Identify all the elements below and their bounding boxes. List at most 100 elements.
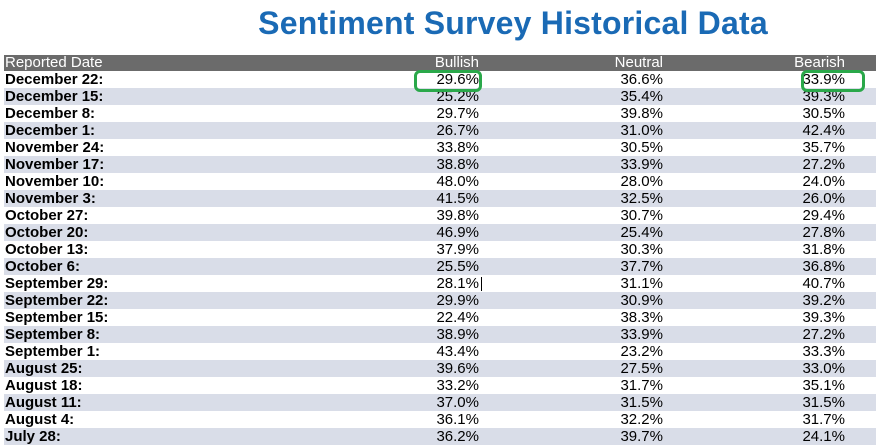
bearish-cell: 42.4% — [802, 122, 845, 139]
bearish-cell: 39.2% — [802, 292, 845, 309]
table-row: August 11: 37.0% 31.5% 31.5% — [4, 394, 876, 411]
neutral-cell: 31.0% — [620, 122, 663, 139]
neutral-cell: 31.1% — [620, 275, 663, 292]
bullish-cell: 22.4% — [436, 309, 479, 326]
table-row: October 13: 37.9% 30.3% 31.8% — [4, 241, 876, 258]
bullish-cell: 37.0% — [436, 394, 479, 411]
date-cell: October 27: — [5, 207, 89, 224]
neutral-cell: 27.5% — [620, 360, 663, 377]
date-cell: December 1: — [5, 122, 96, 139]
bearish-cell: 30.5% — [802, 105, 845, 122]
neutral-cell: 37.7% — [620, 258, 663, 275]
neutral-cell: 39.8% — [620, 105, 663, 122]
bearish-cell: 27.2% — [802, 326, 845, 343]
table-row: November 17: 38.8% 33.9% 27.2% — [4, 156, 876, 173]
date-cell: September 22: — [5, 292, 109, 309]
neutral-cell: 33.9% — [620, 156, 663, 173]
bullish-cell: 29.7% — [436, 105, 479, 122]
bearish-cell: 35.1% — [802, 377, 845, 394]
date-cell: September 1: — [5, 343, 101, 360]
bullish-cell: 41.5% — [436, 190, 479, 207]
neutral-cell: 31.5% — [620, 394, 663, 411]
table-row: July 28: 36.2% 39.7% 24.1% — [4, 428, 876, 445]
table-row: August 4: 36.1% 32.2% 31.7% — [4, 411, 876, 428]
table-row: December 15: 25.2% 35.4% 39.3% — [4, 88, 876, 105]
date-cell: October 13: — [5, 241, 89, 258]
bullish-cell: 29.9% — [436, 292, 479, 309]
table-row: October 20: 46.9% 25.4% 27.8% — [4, 224, 876, 241]
table-row: December 8: 29.7% 39.8% 30.5% — [4, 105, 876, 122]
date-cell: September 8: — [5, 326, 101, 343]
table-row: August 18: 33.2% 31.7% 35.1% — [4, 377, 876, 394]
bullish-cell: 39.8% — [436, 207, 479, 224]
bullish-cell: 33.8% — [436, 139, 479, 156]
table-row: November 3: 41.5% 32.5% 26.0% — [4, 190, 876, 207]
bullish-cell: 28.1% — [436, 275, 479, 292]
bullish-cell: 37.9% — [436, 241, 479, 258]
bullish-cell: 38.8% — [436, 156, 479, 173]
bearish-cell: 39.3% — [802, 88, 845, 105]
neutral-cell: 28.0% — [620, 173, 663, 190]
bearish-cell: 33.9% — [802, 71, 845, 88]
date-cell: December 15: — [5, 88, 104, 105]
neutral-cell: 32.2% — [620, 411, 663, 428]
bearish-cell: 33.3% — [802, 343, 845, 360]
table-body: December 22: 29.6% 36.6% 33.9% December 15: 2… — [4, 71, 876, 445]
header-bearish: Bearish — [794, 55, 845, 71]
page-title: Sentiment Survey Historical Data — [258, 5, 768, 41]
bullish-cell: 39.6% — [436, 360, 479, 377]
bullish-cell: 36.2% — [436, 428, 479, 445]
bullish-cell: 25.5% — [436, 258, 479, 275]
neutral-cell: 30.3% — [620, 241, 663, 258]
neutral-cell: 30.7% — [620, 207, 663, 224]
bearish-cell: 24.1% — [802, 428, 845, 445]
neutral-cell: 23.2% — [620, 343, 663, 360]
bullish-cell: 36.1% — [436, 411, 479, 428]
header-bullish: Bullish — [434, 55, 479, 71]
date-cell: August 4: — [5, 411, 75, 428]
bullish-cell: 48.0% — [436, 173, 479, 190]
bullish-cell: 33.2% — [436, 377, 479, 394]
table-row: October 6: 25.5% 37.7% 36.8% — [4, 258, 876, 275]
table-row: December 22: 29.6% 36.6% 33.9% — [4, 71, 876, 88]
table-row: September 15: 22.4% 38.3% 39.3% — [4, 309, 876, 326]
table-row: November 10: 48.0% 28.0% 24.0% — [4, 173, 876, 190]
table-row: November 24: 33.8% 30.5% 35.7% — [4, 139, 876, 156]
neutral-cell: 30.5% — [620, 139, 663, 156]
date-cell: September 29: — [5, 275, 109, 292]
date-cell: November 10: — [5, 173, 105, 190]
header-neutral: Neutral — [614, 55, 663, 71]
bearish-cell: 31.7% — [802, 411, 845, 428]
bearish-cell: 36.8% — [802, 258, 845, 275]
bearish-cell: 24.0% — [802, 173, 845, 190]
table-row: September 1: 43.4% 23.2% 33.3% — [4, 343, 876, 360]
table-row: December 1: 26.7% 31.0% 42.4% — [4, 122, 876, 139]
table-row: September 22: 29.9% 30.9% 39.2% — [4, 292, 876, 309]
table-row: September 8: 38.9% 33.9% 27.2% — [4, 326, 876, 343]
bearish-cell: 31.8% — [802, 241, 845, 258]
date-cell: November 17: — [5, 156, 105, 173]
bullish-cell: 43.4% — [436, 343, 479, 360]
bullish-cell: 26.7% — [436, 122, 479, 139]
bullish-cell: 25.2% — [436, 88, 479, 105]
bearish-cell: 26.0% — [802, 190, 845, 207]
date-cell: October 6: — [5, 258, 81, 275]
neutral-cell: 30.9% — [620, 292, 663, 309]
sentiment-table: Reported Date Bullish Neutral Bearish De… — [4, 55, 876, 445]
bullish-cell: 46.9% — [436, 224, 479, 241]
bearish-cell: 27.2% — [802, 156, 845, 173]
neutral-cell: 36.6% — [620, 71, 663, 88]
neutral-cell: 31.7% — [620, 377, 663, 394]
date-cell: November 3: — [5, 190, 96, 207]
date-cell: December 8: — [5, 105, 96, 122]
table-header-row: Reported Date Bullish Neutral Bearish — [4, 55, 876, 71]
bearish-cell: 29.4% — [802, 207, 845, 224]
date-cell: August 11: — [5, 394, 82, 411]
bearish-cell: 40.7% — [802, 275, 845, 292]
neutral-cell: 39.7% — [620, 428, 663, 445]
table-row: August 25: 39.6% 27.5% 33.0% — [4, 360, 876, 377]
neutral-cell: 33.9% — [620, 326, 663, 343]
bearish-cell: 39.3% — [802, 309, 845, 326]
date-cell: July 28: — [5, 428, 61, 445]
